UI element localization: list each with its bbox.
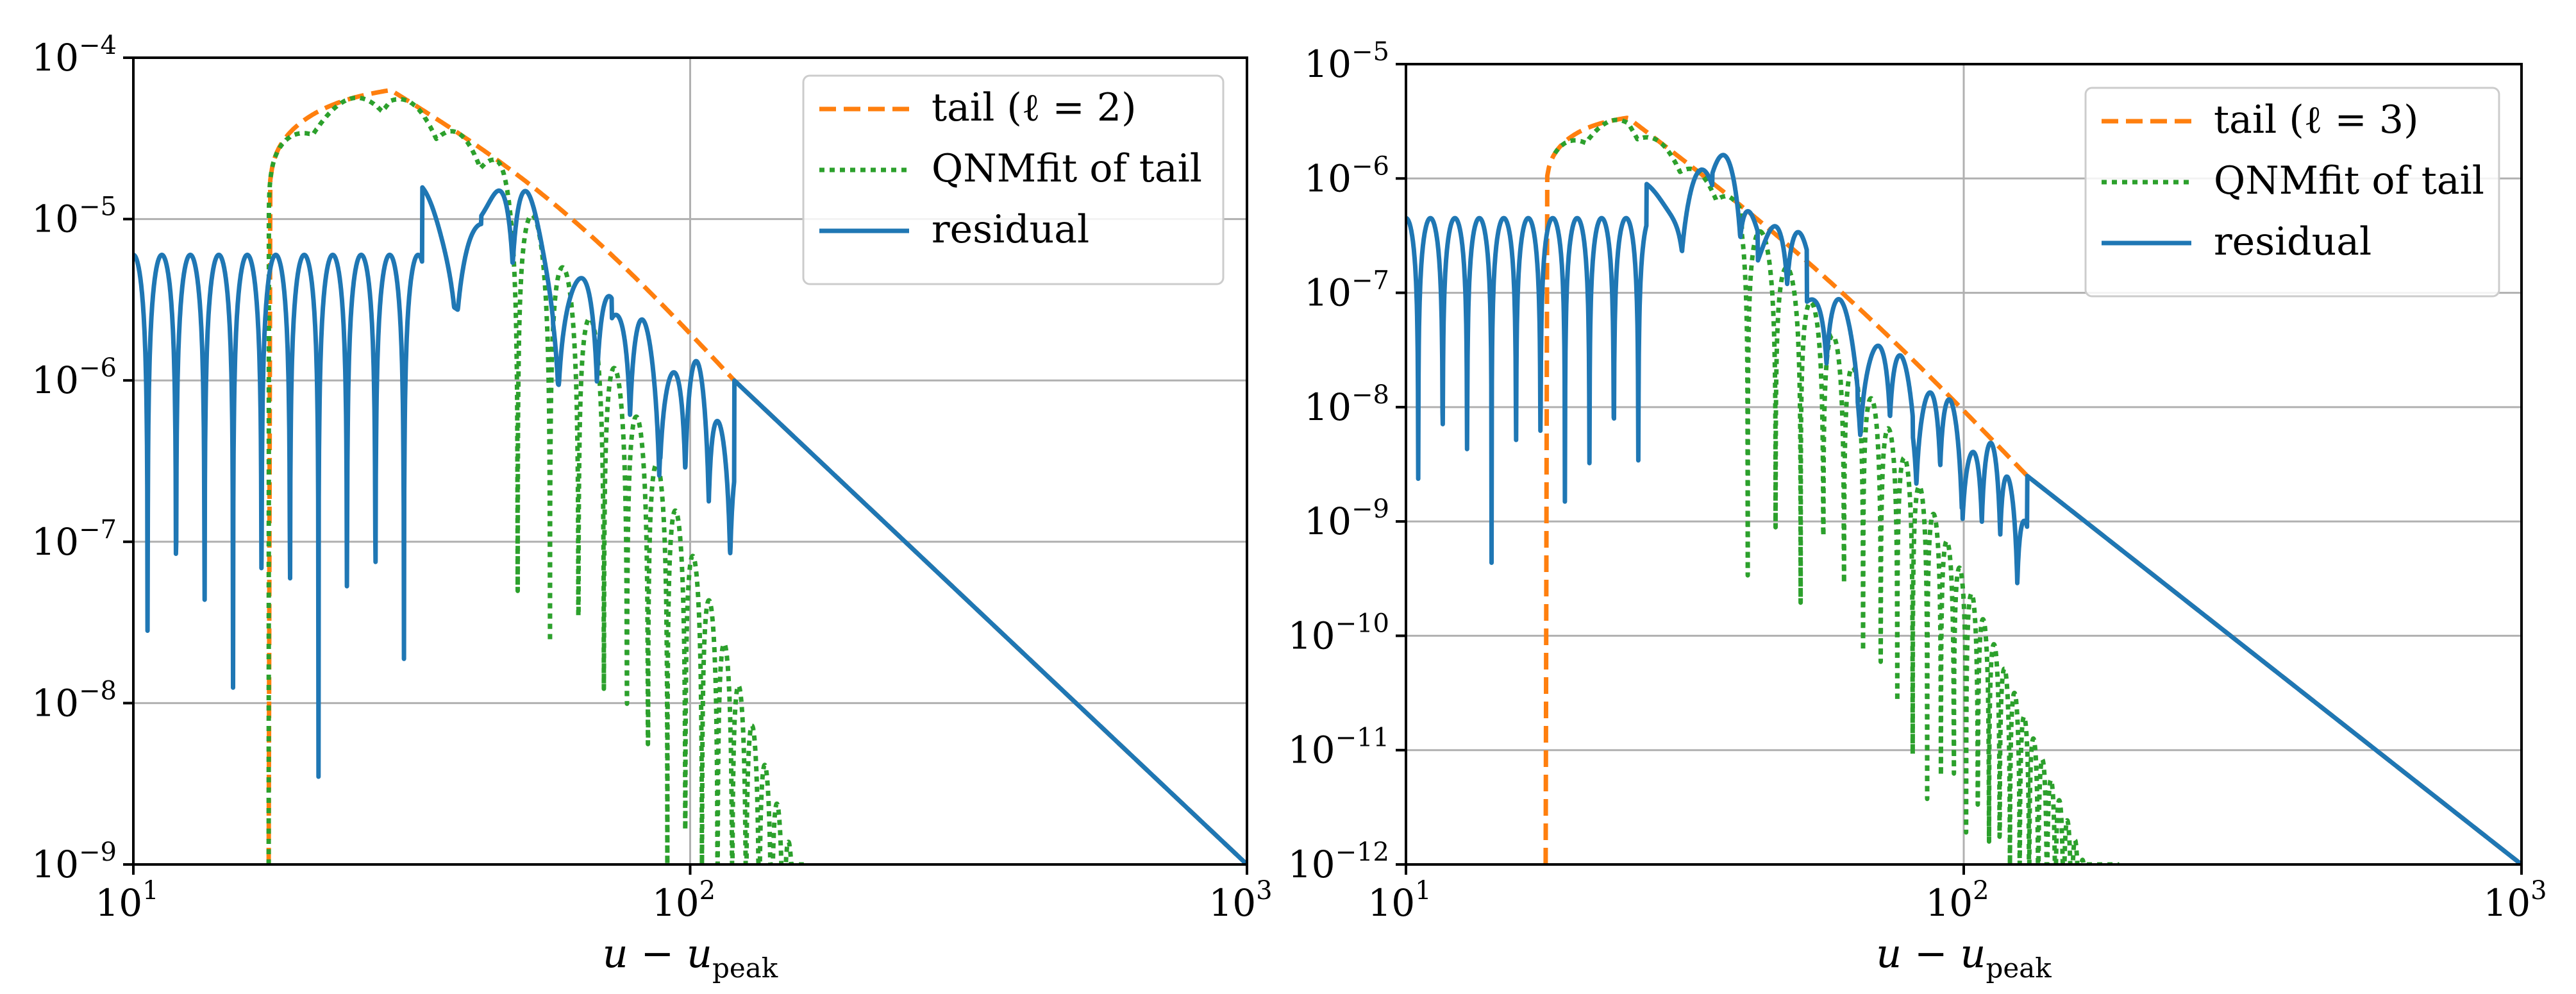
y-tick-label-base: 10 bbox=[31, 681, 79, 725]
legend-entry: residual bbox=[932, 207, 1089, 252]
y-tick-label-exp: −5 bbox=[1351, 37, 1389, 67]
y-tick-label-base: 10 bbox=[31, 198, 79, 241]
y-tick-label-base: 10 bbox=[1304, 500, 1351, 543]
x-tick-label: 101 bbox=[95, 876, 158, 925]
x-tick-label-base: 10 bbox=[2483, 881, 2530, 925]
y-tick-label-exp: −10 bbox=[1335, 609, 1389, 638]
x-tick-label-exp: 1 bbox=[142, 876, 158, 906]
y-tick-label: 10−6 bbox=[1304, 151, 1389, 200]
y-tick-label: 10−4 bbox=[31, 31, 117, 80]
y-tick-label-base: 10 bbox=[31, 358, 79, 402]
x-axis-label-main: u − u bbox=[603, 930, 712, 977]
y-tick-label: 10−7 bbox=[31, 515, 117, 564]
x-tick-label: 102 bbox=[1925, 876, 1989, 925]
y-tick-label: 10−8 bbox=[1304, 380, 1389, 429]
x-tick-label-base: 10 bbox=[652, 881, 699, 925]
y-tick-label-exp: −4 bbox=[79, 31, 117, 60]
legend-entry: residual bbox=[2214, 219, 2371, 264]
y-tick-label-exp: −6 bbox=[1351, 151, 1389, 181]
y-tick-label: 10−10 bbox=[1288, 609, 1389, 657]
legend-entry: QNMfit of tail bbox=[2214, 158, 2484, 203]
series-line-residual bbox=[1406, 153, 2522, 864]
series-line-residual bbox=[133, 185, 1247, 864]
y-tick-label-base: 10 bbox=[1304, 156, 1351, 200]
x-tick-label-base: 10 bbox=[95, 881, 142, 925]
x-tick-label-exp: 2 bbox=[1973, 876, 1989, 906]
y-tick-label-exp: −11 bbox=[1335, 723, 1389, 753]
y-tick-label-exp: −7 bbox=[79, 515, 117, 544]
y-tick-label-exp: −6 bbox=[79, 353, 117, 383]
x-tick-label-base: 10 bbox=[1367, 881, 1415, 925]
y-tick-label-exp: −7 bbox=[1351, 266, 1389, 296]
x-axis-label: u − upeak bbox=[603, 930, 778, 984]
x-tick-label: 102 bbox=[652, 876, 715, 925]
y-tick-label: 10−7 bbox=[1304, 266, 1389, 315]
y-tick-label: 10−11 bbox=[1288, 723, 1389, 772]
x-tick-label: 103 bbox=[1209, 876, 1272, 925]
y-tick-label-exp: −8 bbox=[79, 676, 117, 705]
legend: tail (ℓ = 2) QNMfit of tail residual bbox=[802, 74, 1225, 285]
y-tick-label: 10−5 bbox=[1304, 37, 1389, 86]
x-tick-label-exp: 1 bbox=[1415, 876, 1431, 906]
y-tick-label-exp: −9 bbox=[79, 838, 117, 867]
x-axis-label: u − upeak bbox=[1876, 930, 2052, 984]
y-tick-label-base: 10 bbox=[31, 520, 79, 564]
y-tick-label-base: 10 bbox=[31, 36, 79, 80]
x-tick-label-exp: 2 bbox=[699, 876, 715, 906]
y-tick-label-base: 10 bbox=[1304, 385, 1351, 429]
y-tick-label-base: 10 bbox=[1304, 42, 1351, 86]
legend-entry: tail (ℓ = 3) bbox=[2214, 97, 2418, 142]
x-tick-label-base: 10 bbox=[1209, 881, 1256, 925]
y-tick-label-base: 10 bbox=[1288, 843, 1335, 886]
series-line-qnm bbox=[1553, 117, 2121, 864]
y-tick-label-base: 10 bbox=[1288, 614, 1335, 657]
x-axis-label-sub: peak bbox=[1986, 952, 2052, 984]
y-tick-label: 10−5 bbox=[31, 192, 117, 241]
x-axis-label-sub: peak bbox=[712, 952, 778, 984]
y-tick-label: 10−9 bbox=[1304, 494, 1389, 543]
x-tick-label: 101 bbox=[1367, 876, 1431, 925]
x-tick-label-base: 10 bbox=[1925, 881, 1973, 925]
x-tick-label-exp: 3 bbox=[2530, 876, 2547, 906]
y-tick-label: 10−12 bbox=[1288, 838, 1389, 886]
legend: tail (ℓ = 3) QNMfit of tail residual bbox=[2084, 87, 2500, 298]
y-tick-label-base: 10 bbox=[1288, 729, 1335, 772]
legend-entry: QNMfit of tail bbox=[932, 146, 1202, 191]
y-tick-label: 10−8 bbox=[31, 676, 117, 725]
y-tick-label-base: 10 bbox=[1304, 271, 1351, 315]
y-tick-label-base: 10 bbox=[31, 843, 79, 886]
x-axis-label-main: u − u bbox=[1876, 930, 1986, 977]
x-tick-label-exp: 3 bbox=[1256, 876, 1272, 906]
y-tick-label-exp: −8 bbox=[1351, 380, 1389, 410]
chart-right: 101 102 10310−1210−1110−1010−910−810−710−6… bbox=[1288, 37, 2547, 984]
y-tick-label: 10−9 bbox=[31, 838, 117, 886]
y-tick-label-exp: −5 bbox=[79, 192, 117, 222]
y-tick-label: 10−6 bbox=[31, 353, 117, 402]
legend-entry: tail (ℓ = 2) bbox=[932, 85, 1136, 130]
y-tick-label-exp: −9 bbox=[1351, 494, 1389, 524]
x-tick-label: 103 bbox=[2483, 876, 2547, 925]
y-tick-label-exp: −12 bbox=[1335, 838, 1389, 867]
